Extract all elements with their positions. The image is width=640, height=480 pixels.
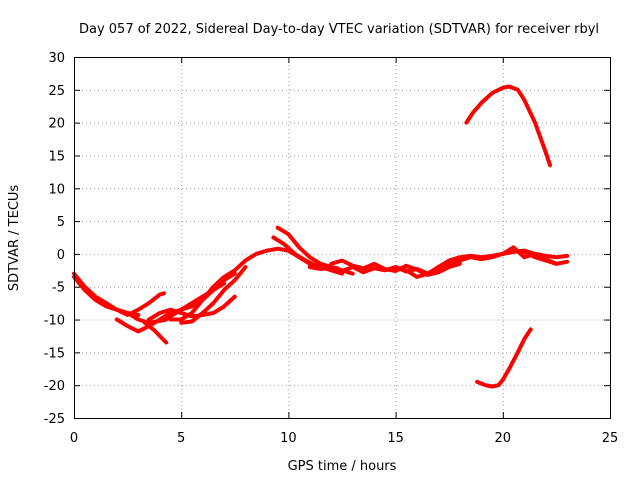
y-tick-label: -10 xyxy=(44,314,65,329)
x-tick-label: 15 xyxy=(387,431,404,446)
plot-frame xyxy=(74,57,611,419)
y-tick-label: 15 xyxy=(48,149,65,164)
series-arc-18 xyxy=(475,327,533,389)
x-axis-label: GPS time / hours xyxy=(288,459,397,474)
y-tick-label: -5 xyxy=(52,281,65,296)
y-tick-label: -15 xyxy=(44,346,65,361)
y-tick-label: -25 xyxy=(44,412,65,427)
series-arc-11 xyxy=(286,248,344,276)
series-arc-5 xyxy=(147,294,237,322)
y-tick-label: 25 xyxy=(48,84,65,99)
chart-title: Day 057 of 2022, Sidereal Day-to-day VTE… xyxy=(79,22,599,37)
x-tick-label: 25 xyxy=(602,431,619,446)
y-tick-label: 20 xyxy=(48,117,65,132)
series-arc-8 xyxy=(179,265,248,325)
y-tick-label: 0 xyxy=(57,248,65,263)
y-tick-label: 10 xyxy=(48,182,65,197)
y-tick-label: 5 xyxy=(57,215,65,230)
x-tick-label: 5 xyxy=(177,431,185,446)
series-arc-16 xyxy=(500,245,559,266)
series-arc-13 xyxy=(329,258,462,277)
x-tick-label: 10 xyxy=(280,431,297,446)
y-tick-label: -20 xyxy=(44,379,65,394)
x-tick-label: 20 xyxy=(495,431,512,446)
series-arc-6 xyxy=(142,320,169,345)
y-axis-label: SDTVAR / TECUs xyxy=(7,185,22,292)
series-arc-7 xyxy=(168,246,291,322)
y-tick-label: 30 xyxy=(48,51,65,66)
series-arc-17 xyxy=(464,84,552,168)
x-tick-label: 0 xyxy=(70,431,78,446)
